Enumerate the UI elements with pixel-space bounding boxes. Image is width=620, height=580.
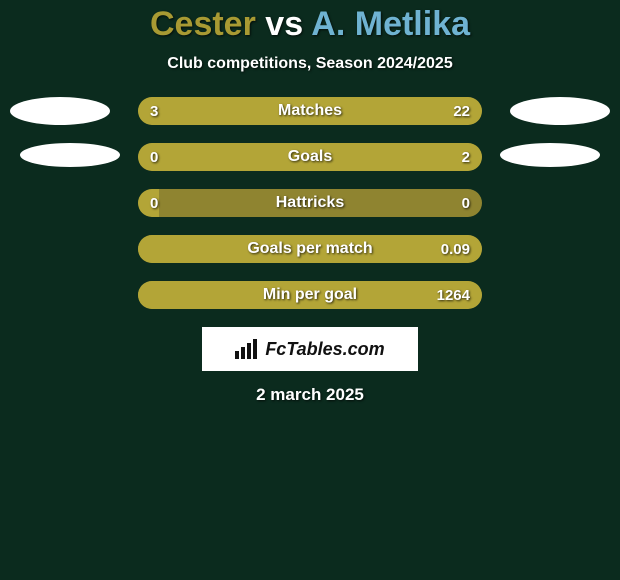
comparison-bars: 322Matches 02Goals 00Hattricks 0.09Goals pe…	[138, 97, 482, 309]
stat-label: Hattricks	[138, 189, 482, 217]
bar-chart-icon	[235, 339, 259, 359]
player1-avatar-placeholder	[10, 97, 110, 125]
player2-club-placeholder	[500, 143, 600, 167]
stat-fill-left	[138, 189, 159, 217]
stat-fill-right	[159, 143, 482, 171]
stat-row: 0.09Goals per match	[138, 235, 482, 263]
comparison-stage: 322Matches 02Goals 00Hattricks 0.09Goals pe…	[0, 97, 620, 405]
stat-fill-right	[138, 281, 482, 309]
stat-fill-left	[138, 143, 159, 171]
stat-row: 322Matches	[138, 97, 482, 125]
subtitle: Club competitions, Season 2024/2025	[0, 55, 620, 73]
brand-text: FcTables.com	[265, 339, 384, 360]
stat-fill-right	[138, 235, 482, 263]
stat-fill-left	[138, 97, 200, 125]
stat-row: 02Goals	[138, 143, 482, 171]
player1-name: Cester	[150, 5, 256, 43]
player1-club-placeholder	[20, 143, 120, 167]
stat-row: 00Hattricks	[138, 189, 482, 217]
title-vs: vs	[265, 5, 303, 43]
brand-box: FcTables.com	[202, 327, 418, 371]
stat-value-right: 0	[450, 189, 482, 217]
player2-avatar-placeholder	[510, 97, 610, 125]
footer-date: 2 march 2025	[0, 385, 620, 405]
comparison-title: Cester vs A. Metlika	[0, 0, 620, 43]
stat-row: 1264Min per goal	[138, 281, 482, 309]
stat-fill-right	[200, 97, 482, 125]
player2-name: A. Metlika	[311, 5, 470, 43]
